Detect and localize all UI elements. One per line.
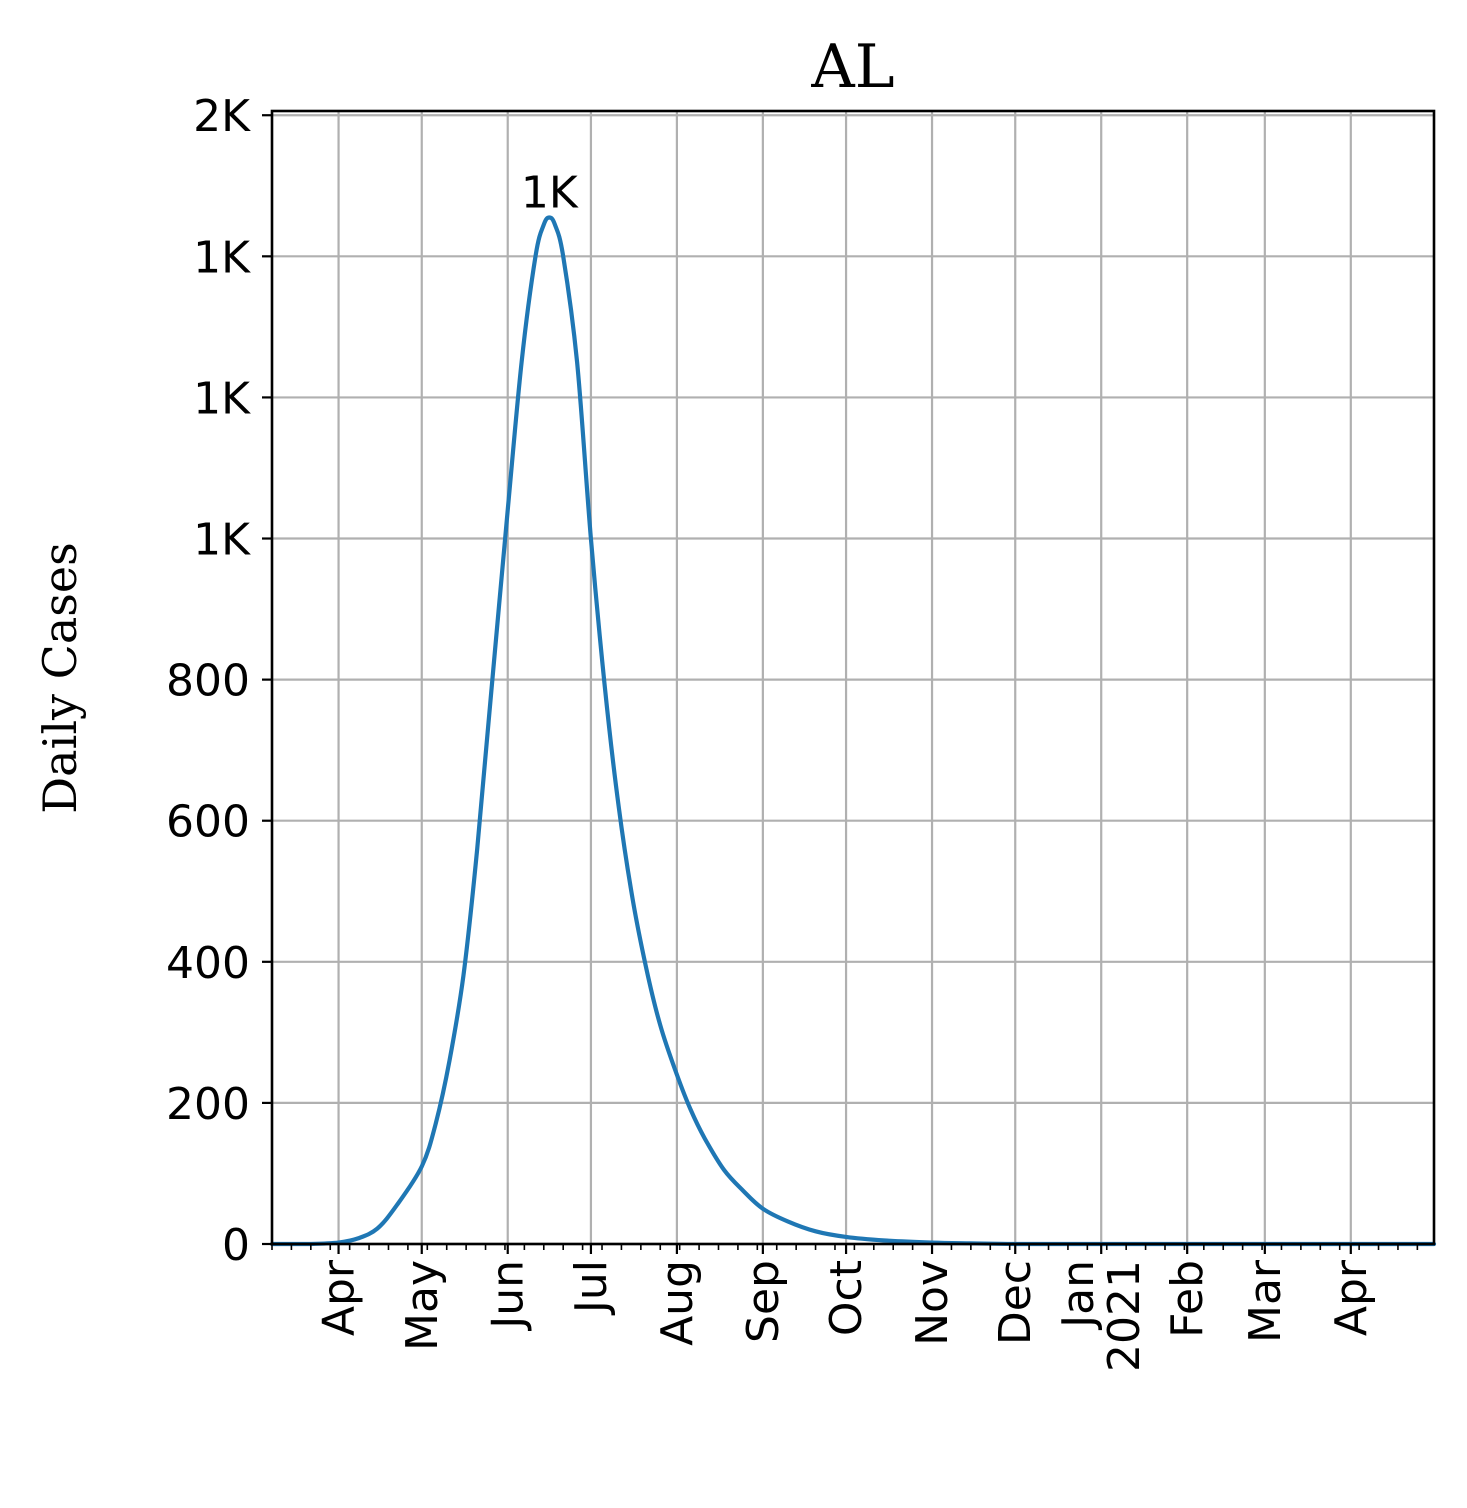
- y-tick-label: 1K: [193, 373, 251, 424]
- x-tick-label: Dec: [990, 1260, 1041, 1345]
- x-tick-label: Feb: [1162, 1260, 1213, 1338]
- y-tick-label: 400: [166, 938, 250, 989]
- y-tick-label: 200: [166, 1079, 250, 1130]
- x-tick-label: Jul: [566, 1260, 617, 1316]
- x-tick-label: Oct: [821, 1260, 872, 1336]
- grid: [272, 111, 1434, 1246]
- x-tick-label: Jun: [483, 1260, 534, 1332]
- x-tick-label-group: Jun: [483, 1260, 534, 1332]
- y-tick-label: 0: [222, 1220, 250, 1271]
- y-tick-label: 600: [166, 797, 250, 848]
- x-tick-label-group: Oct: [821, 1260, 872, 1336]
- y-tick-label: 1K: [193, 515, 251, 566]
- series-line-0: [269, 215, 1437, 1247]
- x-tick-label-group: Apr: [1326, 1259, 1377, 1336]
- x-tick-label: Aug: [652, 1260, 703, 1346]
- x-tick-label-group: Apr: [314, 1259, 365, 1336]
- ticks: 0 200 400 600 800 1K 1K 1K 2K Apr May Jun Jul Aug Sep O…: [166, 91, 1419, 1372]
- chart-title: AL: [810, 32, 894, 102]
- x-tick-label: Nov: [907, 1260, 958, 1346]
- x-tick-label-group: Sep: [738, 1260, 789, 1343]
- x-tick-label-group: Feb: [1162, 1260, 1213, 1338]
- x-tick-label-group: May: [397, 1260, 448, 1351]
- x-tick-label: Jan: [1053, 1260, 1104, 1331]
- x-tick-label: 2021: [1099, 1260, 1150, 1372]
- axes: [270, 109, 1436, 1246]
- x-tick-label-group: Aug: [652, 1260, 703, 1346]
- x-tick-label: Mar: [1240, 1259, 1291, 1343]
- x-tick-label-group: Nov: [907, 1260, 958, 1346]
- y-axis-label: Daily Cases: [33, 542, 87, 813]
- x-tick-label: May: [397, 1260, 448, 1351]
- x-tick-label: Apr: [1326, 1259, 1377, 1336]
- y-tick-label: 1K: [193, 232, 251, 283]
- x-tick-label-group: Dec: [990, 1260, 1041, 1345]
- peak-label: 1K: [521, 168, 579, 219]
- x-tick-label: Apr: [314, 1259, 365, 1336]
- x-tick-label-group: Mar: [1240, 1259, 1291, 1343]
- x-tick-label-group: Jul: [566, 1260, 617, 1316]
- plot-area: 1K: [269, 168, 1437, 1247]
- x-tick-label: Sep: [738, 1260, 789, 1343]
- axes-frame: [270, 109, 1436, 1246]
- y-tick-label: 800: [166, 656, 250, 707]
- y-tick-label: 2K: [193, 91, 251, 142]
